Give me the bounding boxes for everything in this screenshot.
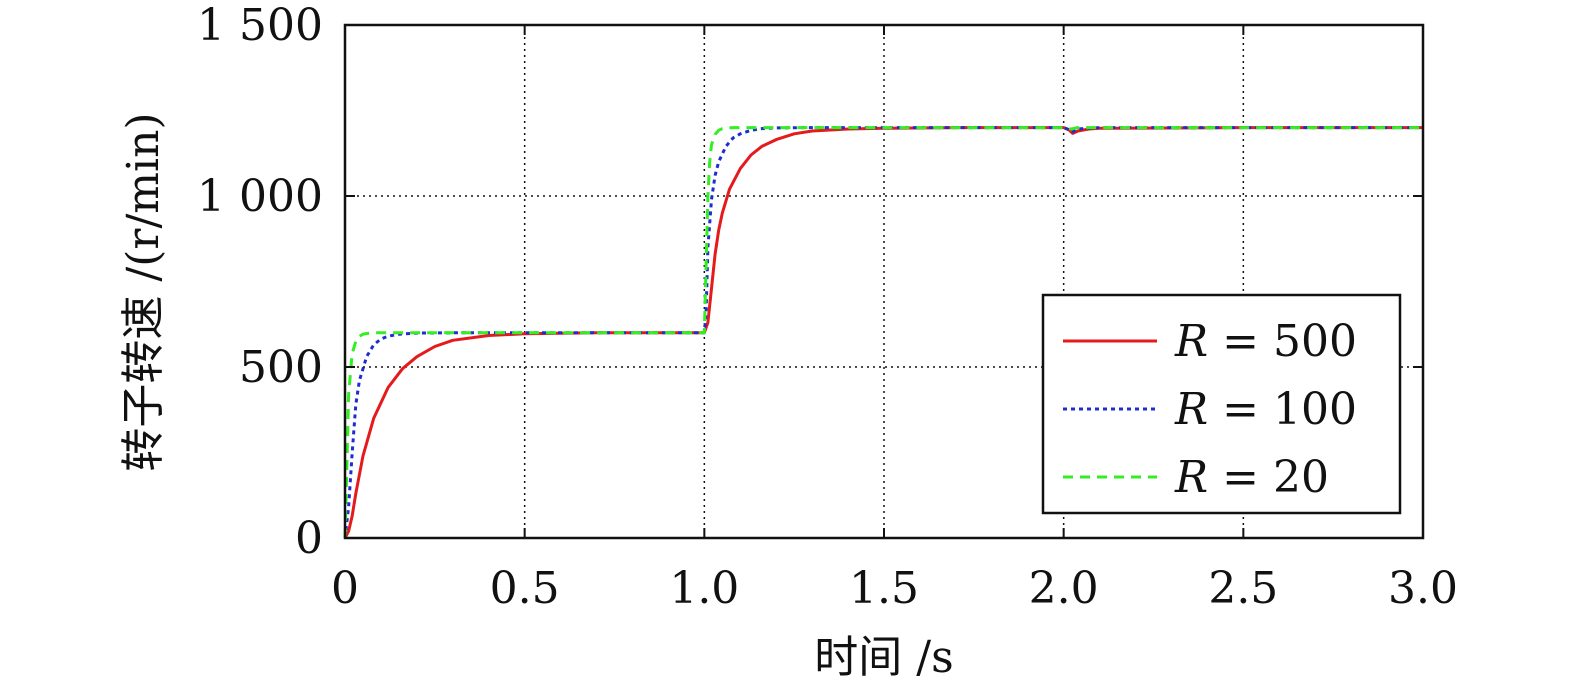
legend-value: = 20 [1208,452,1329,503]
series-line-2 [343,126,1423,539]
x-axis-title: 时间 /s [814,632,953,683]
legend-label-2: R = 20 [1174,452,1329,503]
x-tick-label: 2.0 [1029,563,1099,614]
x-tick-label: 2.5 [1208,563,1278,614]
axis-ticks [344,24,1424,539]
y-tick-label: 1 500 [197,0,323,51]
x-tick-label: 3.0 [1388,563,1458,614]
legend-variable: R [1174,316,1208,367]
x-tick-label: 1.5 [849,563,919,614]
legend-label-1: R = 100 [1174,384,1357,435]
legend-variable: R [1174,452,1208,503]
tick-labels: 0 0.5 1.0 1.5 2.0 2.5 3.0 0 500 1 000 1 500 [197,0,1458,614]
y-tick-label: 0 [295,513,323,564]
legend-variable: R [1174,384,1208,435]
y-tick-label: 500 [239,342,323,393]
y-axis-title: 转子转速 /(r/min) [118,112,169,471]
legend-label-0: R = 500 [1174,316,1357,367]
y-tick-label: 1 000 [197,171,323,222]
data-series [343,126,1423,539]
legend-value: = 500 [1208,316,1357,367]
x-tick-label: 0 [331,563,359,614]
x-tick-label: 0.5 [490,563,560,614]
x-tick-label: 1.0 [669,563,739,614]
legend-value: = 100 [1208,384,1357,435]
